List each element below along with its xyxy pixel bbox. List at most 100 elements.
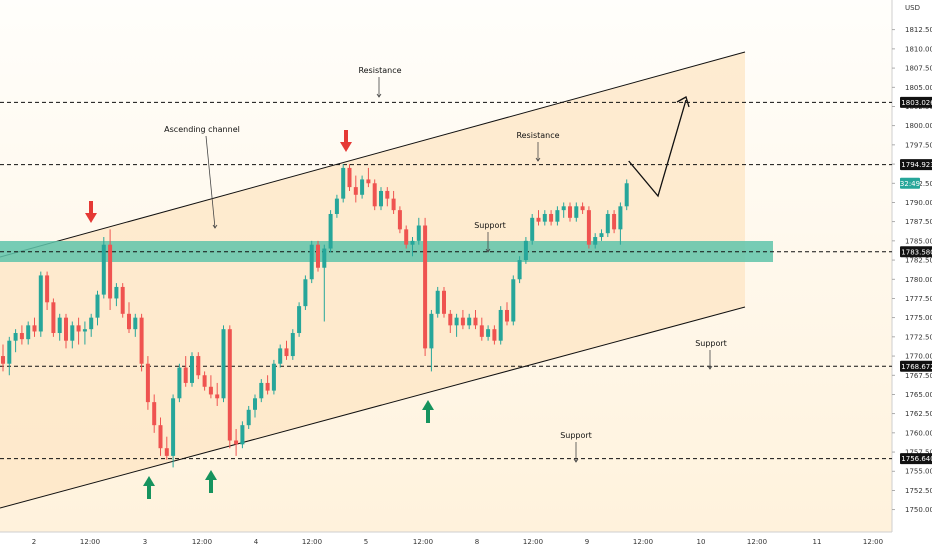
candle-up[interactable] <box>379 187 383 211</box>
candle-down[interactable] <box>265 375 270 395</box>
candle-down[interactable] <box>473 309 478 330</box>
candle-down[interactable] <box>19 325 24 345</box>
channel-upper-line[interactable] <box>0 51 746 258</box>
candle-down[interactable] <box>51 298 56 337</box>
candle-up[interactable] <box>486 325 491 341</box>
candle-down[interactable] <box>423 217 428 357</box>
candle-down[interactable] <box>372 179 377 211</box>
candle-down[interactable] <box>183 356 188 387</box>
candle-down[interactable] <box>404 225 409 249</box>
candle-up[interactable] <box>416 217 421 245</box>
candle-up[interactable] <box>101 237 106 299</box>
candle-up[interactable] <box>593 233 598 249</box>
channel-lower-line[interactable] <box>0 306 746 509</box>
candle-up[interactable] <box>523 237 528 264</box>
candle-up[interactable] <box>240 421 245 449</box>
candle-down[interactable] <box>32 317 37 337</box>
candle-up[interactable] <box>26 321 31 345</box>
candle-up[interactable] <box>542 210 547 226</box>
candle-down[interactable] <box>196 352 201 380</box>
candle-up[interactable] <box>555 206 560 226</box>
candle-up[interactable] <box>599 229 604 241</box>
candle-up[interactable] <box>624 179 629 211</box>
candle-down[interactable] <box>145 356 150 410</box>
candle-up[interactable] <box>454 313 459 337</box>
candle-down[interactable] <box>391 190 396 214</box>
candle-down[interactable] <box>208 375 213 399</box>
candle-down[interactable] <box>580 202 585 214</box>
candle-down[interactable] <box>492 325 497 345</box>
candle-up[interactable] <box>259 379 264 403</box>
candle-up[interactable] <box>511 275 516 326</box>
candle-up[interactable] <box>95 290 100 326</box>
candle-up[interactable] <box>467 313 472 330</box>
projection-path[interactable] <box>628 99 687 198</box>
candle-up[interactable] <box>7 336 12 376</box>
candle-up[interactable] <box>328 210 333 253</box>
candle-down[interactable] <box>76 317 81 345</box>
candle-up[interactable] <box>574 202 579 222</box>
candle-down[interactable] <box>353 175 358 203</box>
candle-up[interactable] <box>435 286 440 318</box>
candle-up[interactable] <box>13 329 18 353</box>
candle-down[interactable] <box>158 417 163 456</box>
candle-up[interactable] <box>322 244 327 322</box>
candle-up[interactable] <box>561 202 566 218</box>
candle-up[interactable] <box>303 275 308 310</box>
candle-down[interactable] <box>347 164 352 191</box>
candle-down[interactable] <box>586 206 591 249</box>
candle-down[interactable] <box>448 309 453 334</box>
candle-up[interactable] <box>190 352 194 387</box>
candle-down[interactable] <box>505 302 509 326</box>
candle-down[interactable] <box>64 313 68 349</box>
candle-down[interactable] <box>397 206 402 234</box>
candle-down[interactable] <box>227 325 232 449</box>
candle-up[interactable] <box>57 313 62 341</box>
candle-down[interactable] <box>549 210 554 226</box>
candle-down[interactable] <box>385 187 390 207</box>
candle-down[interactable] <box>568 202 572 222</box>
candle-up[interactable] <box>334 194 339 218</box>
candle-up[interactable] <box>410 237 415 257</box>
candle-up[interactable] <box>38 271 43 337</box>
candle-down[interactable] <box>127 302 131 334</box>
candle-up[interactable] <box>221 325 226 403</box>
candle-up[interactable] <box>82 321 87 345</box>
candle-up[interactable] <box>517 256 522 284</box>
candle-up[interactable] <box>133 313 138 337</box>
candle-down[interactable] <box>536 210 541 226</box>
candle-up[interactable] <box>70 321 75 349</box>
candle-up[interactable] <box>246 405 251 430</box>
candle-down[interactable] <box>316 240 320 272</box>
candle-up[interactable] <box>530 213 535 245</box>
candle-down[interactable] <box>215 382 220 406</box>
candle-up[interactable] <box>309 240 314 284</box>
candle-up[interactable] <box>605 210 610 238</box>
candle-up[interactable] <box>618 202 623 245</box>
candle-down[interactable] <box>164 436 169 460</box>
candle-up[interactable] <box>498 306 503 345</box>
candle-down[interactable] <box>108 229 113 310</box>
candle-up[interactable] <box>297 302 302 337</box>
candle-up[interactable] <box>171 394 176 468</box>
candle-down[interactable] <box>202 371 207 391</box>
candle-down[interactable] <box>234 429 239 456</box>
candle-down[interactable] <box>366 167 371 188</box>
candle-down[interactable] <box>120 283 125 318</box>
candle-down[interactable] <box>1 344 5 372</box>
candle-up[interactable] <box>360 175 365 199</box>
candle-down[interactable] <box>612 210 617 234</box>
candle-down[interactable] <box>479 317 484 341</box>
candle-down[interactable] <box>460 309 465 330</box>
candle-up[interactable] <box>89 313 94 337</box>
candle-down[interactable] <box>284 340 289 360</box>
candle-down[interactable] <box>442 286 446 318</box>
candle-down[interactable] <box>152 394 157 433</box>
candle-up[interactable] <box>253 394 257 418</box>
candle-up[interactable] <box>290 329 295 360</box>
candle-up[interactable] <box>429 309 434 372</box>
candle-up[interactable] <box>114 283 119 307</box>
candle-up[interactable] <box>177 363 182 403</box>
candle-down[interactable] <box>139 313 144 372</box>
